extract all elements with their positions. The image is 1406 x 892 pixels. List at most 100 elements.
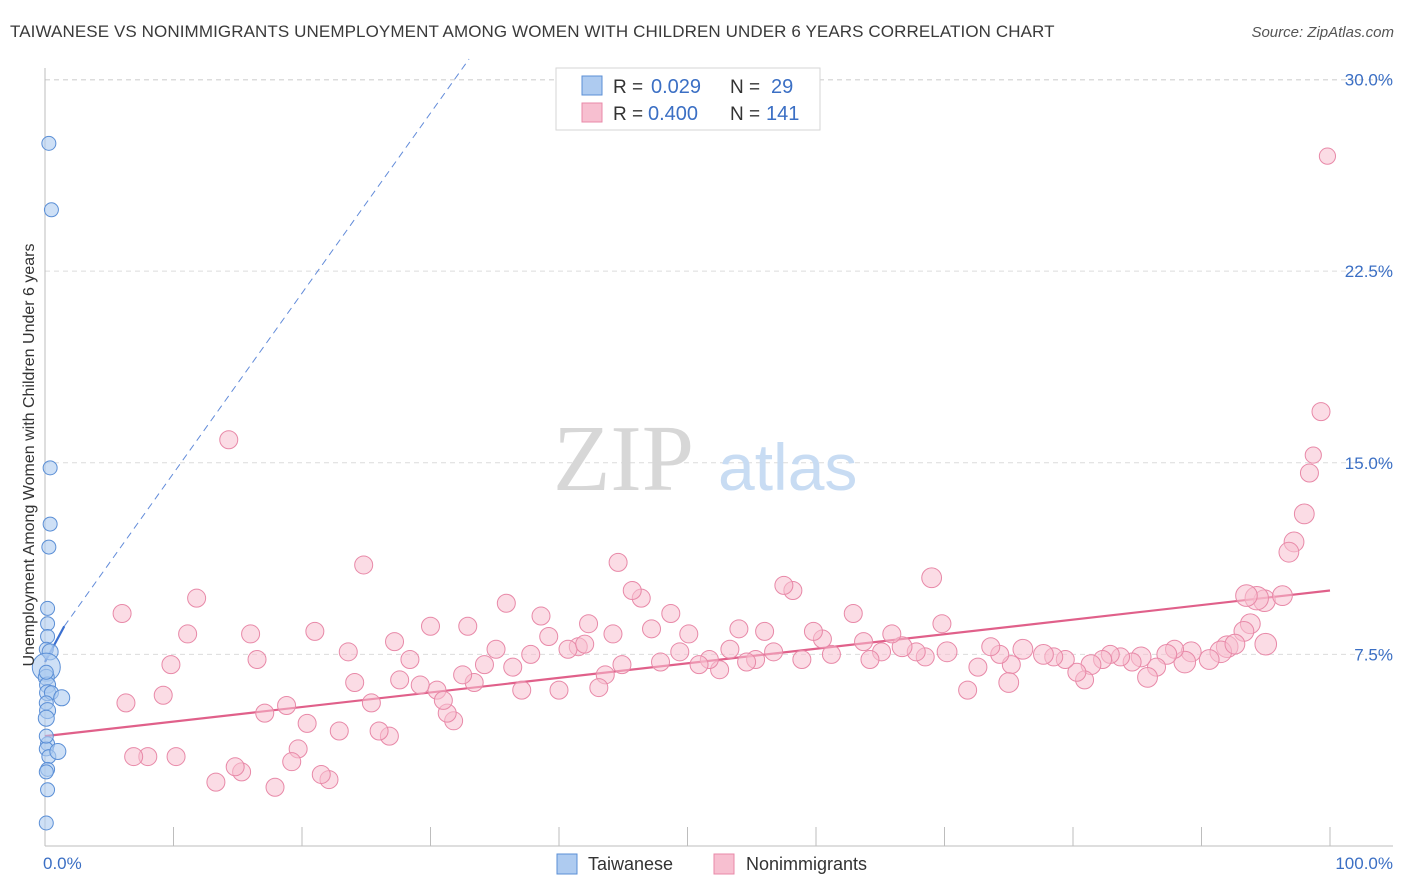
taiwanese-point: [43, 202, 59, 218]
nonimmigrants-point: [968, 657, 988, 677]
taiwanese-point: [40, 628, 56, 644]
nonimmigrants-point: [1318, 147, 1337, 165]
taiwanese-point: [40, 616, 56, 632]
nonimmigrants-point: [512, 680, 532, 700]
nonimmigrants-point: [670, 642, 690, 662]
nonimmigrants-point: [612, 655, 632, 675]
nonimmigrants-point: [369, 721, 389, 741]
nonimmigrants-point: [1224, 633, 1246, 655]
y-axis-label: Unemployment Among Women with Children U…: [21, 243, 38, 666]
nonimmigrants-point: [112, 603, 132, 623]
taiwanese-r-label: R =: [613, 77, 643, 98]
source-credit: Source: ZipAtlas.com: [1251, 24, 1394, 41]
nonimmigrants-point: [474, 655, 494, 675]
nonimmigrants-point: [531, 606, 551, 626]
nonimmigrants-point: [503, 657, 523, 677]
nonimmigrants-point: [116, 693, 136, 713]
nonimmigrants-point: [854, 632, 874, 652]
nonimmigrants-point: [247, 649, 267, 669]
y-tick-label: 7.5%: [1354, 645, 1393, 664]
nonimmigrants-point: [241, 624, 261, 644]
nonimmigrants-point: [521, 644, 541, 664]
taiwanese-n-label: N =: [730, 77, 760, 98]
nonimmigrants-point: [539, 626, 559, 646]
nonimmigrants-point: [410, 675, 430, 695]
nonimmigrants-point: [860, 649, 880, 669]
nonimmigrants-point: [1012, 638, 1034, 660]
nonimmigrants-point: [329, 721, 349, 741]
taiwanese-point: [38, 764, 54, 780]
nonimmigrants-point: [882, 624, 902, 644]
taiwanese-points: [31, 135, 71, 831]
nonimmigrants-point: [453, 665, 473, 685]
nonimmigrants-point: [305, 621, 325, 641]
nonimmigrants-point: [166, 747, 186, 767]
nonimmigrants-point: [774, 575, 794, 595]
nonimmigrants-point: [1254, 632, 1278, 656]
nonimmigrants-point: [803, 621, 823, 641]
nonimmigrants-point: [458, 616, 478, 636]
nonimmigrants-point: [496, 593, 516, 613]
nonimmigrants-n-label: N =: [730, 104, 760, 125]
nonimmigrants-point: [642, 619, 662, 639]
stats-box: R = 0.029 N = 29 R = 0.400 N = 141: [555, 67, 821, 131]
x-tick-label: 100.0%: [1335, 854, 1393, 873]
nonimmigrants-point: [361, 693, 381, 713]
taiwanese-swatch: [581, 75, 603, 96]
legend-taiwanese-label: Taiwanese: [588, 854, 673, 874]
nonimmigrants-point: [1198, 649, 1220, 670]
tick-labels: 7.5% 15.0% 22.5% 30.0% 0.0% 100.0%: [43, 71, 1393, 874]
nonimmigrants-point: [843, 603, 863, 623]
nonimmigrants-point: [161, 655, 181, 675]
nonimmigrants-point: [558, 639, 578, 659]
nonimmigrants-points: [112, 147, 1337, 797]
nonimmigrants-r-value: 0.400: [648, 103, 698, 125]
taiwanese-point: [42, 516, 58, 532]
nonimmigrants-point: [1293, 503, 1315, 525]
nonimmigrants-point: [400, 649, 420, 669]
nonimmigrants-point: [589, 678, 609, 698]
nonimmigrants-point: [575, 634, 595, 654]
nonimmigrants-point: [579, 614, 599, 634]
taiwanese-point: [49, 742, 67, 760]
taiwanese-r-value: 0.029: [651, 76, 701, 98]
taiwanese-point: [37, 709, 55, 727]
taiwanese-n-value: 29: [771, 76, 793, 98]
nonimmigrants-point: [679, 624, 699, 644]
taiwanese-trend-extension: [63, 58, 470, 627]
nonimmigrants-point: [153, 685, 173, 705]
nonimmigrants-point: [1272, 585, 1293, 607]
nonimmigrants-point: [354, 555, 374, 575]
nonimmigrants-point: [689, 655, 709, 675]
nonimmigrants-point: [932, 614, 952, 634]
nonimmigrants-point: [311, 764, 331, 784]
nonimmigrants-point: [421, 616, 440, 636]
nonimmigrants-point: [792, 649, 812, 669]
nonimmigrants-point: [1311, 402, 1331, 422]
nonimmigrants-point: [764, 642, 784, 662]
y-tick-label: 15.0%: [1345, 454, 1393, 473]
nonimmigrants-point: [390, 670, 410, 690]
nonimmigrants-point: [1299, 463, 1319, 483]
nonimmigrants-point: [981, 637, 1001, 657]
nonimmigrants-point: [1304, 446, 1322, 464]
nonimmigrants-point: [622, 581, 642, 600]
nonimmigrants-point: [661, 603, 681, 623]
nonimmigrants-r-label: R =: [613, 104, 643, 125]
nonimmigrants-point: [1137, 666, 1158, 688]
watermark-atlas: atlas: [718, 430, 857, 504]
gridlines: [45, 79, 1393, 655]
nonimmigrants-point: [921, 567, 943, 589]
nonimmigrants-point: [433, 690, 453, 710]
nonimmigrants-point: [720, 639, 740, 659]
nonimmigrants-point: [225, 757, 245, 777]
nonimmigrants-point: [1235, 584, 1258, 607]
taiwanese-point: [38, 664, 54, 680]
nonimmigrants-point: [737, 652, 757, 672]
nonimmigrants-point: [297, 713, 317, 733]
nonimmigrants-point: [603, 624, 623, 644]
legend-nonimmigrants-swatch: [713, 853, 735, 875]
nonimmigrants-point: [998, 672, 1020, 693]
nonimmigrants-point: [549, 680, 569, 700]
